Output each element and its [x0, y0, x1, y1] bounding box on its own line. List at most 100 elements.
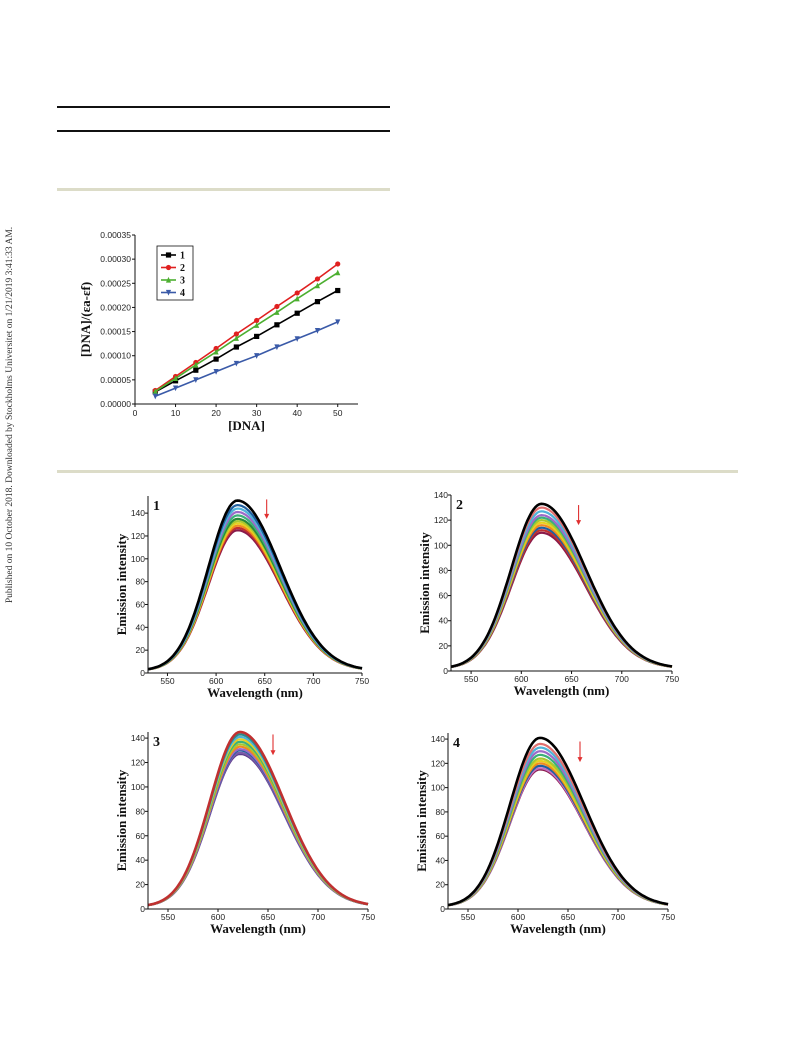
data-point: [165, 276, 172, 283]
x-axis-title: [DNA]: [228, 418, 265, 433]
x-tick-label: 750: [361, 912, 375, 922]
legend-label: 1: [180, 251, 185, 262]
y-tick-label: 40: [439, 616, 449, 626]
data-point: [193, 367, 199, 373]
y-tick-label: 80: [136, 806, 146, 816]
legend: 12 34: [156, 245, 194, 301]
data-point: [335, 319, 341, 326]
data-point: [274, 303, 280, 310]
y-tick-label: 0.00030: [100, 254, 131, 264]
x-tick-label: 10: [171, 408, 181, 418]
y-tick-label: 40: [136, 622, 146, 632]
x-axis-title: Wavelength (nm): [514, 683, 610, 698]
y-tick-label: 60: [436, 831, 446, 841]
data-point: [172, 375, 179, 382]
data-point: [314, 299, 321, 305]
emission-panel-4: 550 600 650 700 750 0 20 40 60 80 100 120 140 Wavelen…: [414, 733, 675, 936]
y-tick-label: 100: [431, 783, 445, 793]
x-tick-label: 750: [661, 912, 675, 922]
legend-label: 3: [180, 276, 185, 287]
emission-curves: [447, 736, 669, 907]
panel-label: 3: [153, 735, 160, 750]
data-point: [314, 282, 321, 289]
y-tick-label: 100: [131, 554, 145, 564]
emission-panel-2: 550 600 650 700 750 0 20 40 60 80 100 120 140 Wavelen…: [417, 490, 679, 698]
data-point: [165, 264, 172, 271]
data-point: [335, 261, 341, 267]
x-tick-label: 30: [252, 408, 262, 418]
data-point: [152, 388, 158, 395]
panel-label: 2: [456, 498, 463, 513]
x-tick-label: 700: [306, 676, 320, 686]
y-tick-label: 60: [136, 599, 146, 609]
data-point: [165, 289, 172, 296]
y-tick-label: 0: [140, 668, 145, 678]
decrease-arrow-head: [577, 757, 583, 763]
data-point: [314, 328, 321, 334]
x-tick-label: 650: [564, 674, 578, 684]
y-tick-label: 60: [439, 591, 449, 601]
data-point: [233, 360, 239, 367]
y-tick-label: 140: [131, 508, 145, 518]
data-point: [193, 361, 199, 368]
data-point: [294, 290, 300, 296]
series-3: [152, 269, 341, 395]
y-tick-label: 80: [439, 565, 449, 575]
x-tick-label: 750: [665, 674, 679, 684]
data-point: [335, 287, 341, 294]
y-tick-label: 80: [136, 577, 146, 587]
emission-panel-1: 550 600 650 700 750 0 20 40 60 80 100 120 140 Wavelen…: [114, 496, 369, 700]
data-point: [213, 348, 219, 355]
y-tick-label: 100: [434, 540, 448, 550]
y-tick-label: 20: [136, 645, 146, 655]
emission-curve: [147, 499, 363, 671]
x-tick-label: 50: [333, 408, 343, 418]
y-tick-label: 20: [136, 880, 146, 890]
x-tick-label: 650: [261, 912, 275, 922]
y-tick-label: 140: [434, 490, 448, 500]
y-tick-label: 0: [140, 904, 145, 914]
emission-curve: [147, 730, 369, 907]
data-point: [254, 322, 260, 328]
decrease-arrow-head: [270, 750, 276, 756]
y-axis-title: [DNA]/(εa-εf): [78, 282, 93, 357]
x-tick-label: 550: [161, 912, 175, 922]
x-tick-label: 20: [211, 408, 221, 418]
y-tick-label: 100: [131, 782, 145, 792]
y-tick-label: 0.00015: [100, 327, 131, 337]
y-tick-label: 0.00000: [100, 399, 131, 409]
y-axis-title: Emission intensity: [114, 533, 129, 635]
y-axis-title: Emission intensity: [417, 532, 432, 634]
legend-label: 4: [180, 288, 185, 299]
x-axis-title: Wavelength (nm): [510, 921, 606, 936]
data-point: [233, 335, 239, 341]
data-point: [274, 344, 280, 351]
data-point: [213, 369, 219, 375]
x-tick-label: 650: [258, 676, 272, 686]
divider-rule: [57, 188, 390, 191]
data-point: [152, 393, 158, 400]
y-tick-label: 40: [136, 855, 146, 865]
data-point: [294, 310, 300, 316]
x-tick-label: 550: [461, 912, 475, 922]
data-point: [294, 336, 300, 342]
panel-label: 4: [453, 736, 460, 751]
y-tick-label: 140: [431, 734, 445, 744]
emission-curves: [147, 499, 363, 671]
top-rule: [57, 106, 390, 108]
decrease-arrow-head: [576, 520, 582, 526]
y-tick-label: 0.00010: [100, 351, 131, 361]
data-point: [294, 295, 300, 302]
y-tick-label: 80: [436, 807, 446, 817]
x-tick-label: 600: [211, 912, 225, 922]
y-tick-label: 40: [436, 855, 446, 865]
x-tick-label: 40: [292, 408, 302, 418]
y-tick-label: 120: [434, 515, 448, 525]
series-4: [152, 319, 341, 400]
y-tick-label: 120: [431, 758, 445, 768]
x-tick-label: 700: [311, 912, 325, 922]
x-tick-label: 600: [209, 676, 223, 686]
x-tick-label: 650: [561, 912, 575, 922]
second-rule: [57, 130, 390, 132]
data-point: [213, 345, 219, 352]
